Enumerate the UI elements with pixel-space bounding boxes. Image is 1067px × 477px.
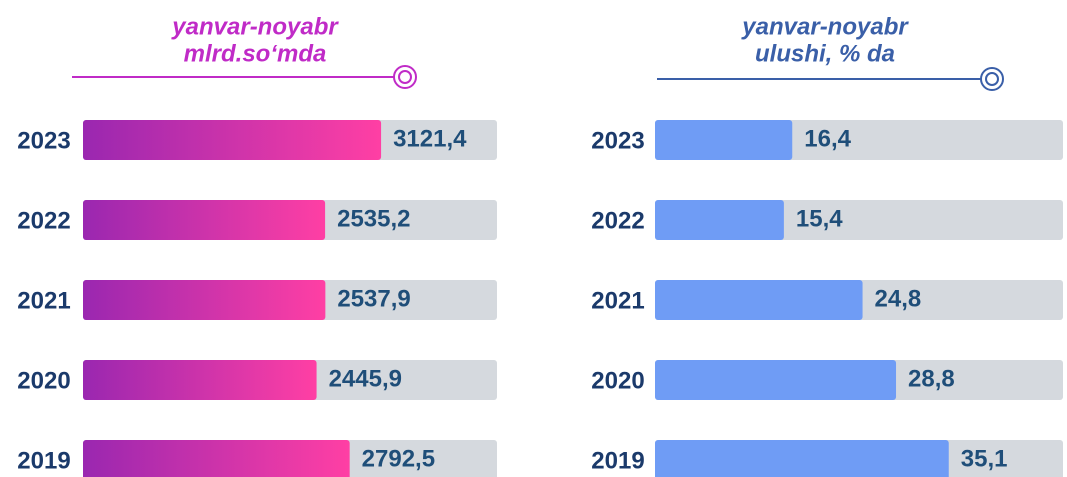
value-label: 16,4 — [804, 125, 851, 152]
bar — [83, 360, 317, 400]
value-label: 2792,5 — [362, 445, 435, 472]
chart-title: yanvar-noyabr — [171, 13, 339, 40]
value-label: 2537,9 — [337, 285, 410, 312]
value-label: 2535,2 — [337, 205, 410, 232]
year-label: 2021 — [591, 287, 644, 314]
bar — [655, 200, 784, 240]
bar — [83, 120, 382, 160]
year-label: 2019 — [591, 447, 644, 474]
bar — [655, 360, 897, 400]
year-label: 2023 — [591, 127, 644, 154]
year-label: 2020 — [17, 367, 70, 394]
bar — [83, 200, 326, 240]
value-label: 28,8 — [908, 365, 955, 392]
bar — [655, 120, 793, 160]
bar — [655, 440, 949, 477]
year-label: 2022 — [591, 207, 644, 234]
title-ornament — [398, 70, 412, 84]
bar — [83, 440, 350, 477]
title-ornament — [985, 72, 999, 86]
chart-title: yanvar-noyabr — [741, 13, 909, 40]
chart-subtitle: mlrd.so‘mda — [184, 40, 327, 67]
year-label: 2021 — [17, 287, 70, 314]
chart-subtitle: ulushi, % da — [755, 40, 895, 67]
value-label: 35,1 — [961, 445, 1008, 472]
year-label: 2022 — [17, 207, 70, 234]
title-ornament — [980, 67, 1004, 91]
bar — [655, 280, 863, 320]
value-label: 24,8 — [875, 285, 922, 312]
bar — [83, 280, 326, 320]
title-ornament — [393, 65, 417, 89]
value-label: 2445,9 — [329, 365, 402, 392]
year-label: 2019 — [17, 447, 70, 474]
year-label: 2020 — [591, 367, 644, 394]
value-label: 3121,4 — [393, 125, 467, 152]
value-label: 15,4 — [796, 205, 843, 232]
year-label: 2023 — [17, 127, 70, 154]
